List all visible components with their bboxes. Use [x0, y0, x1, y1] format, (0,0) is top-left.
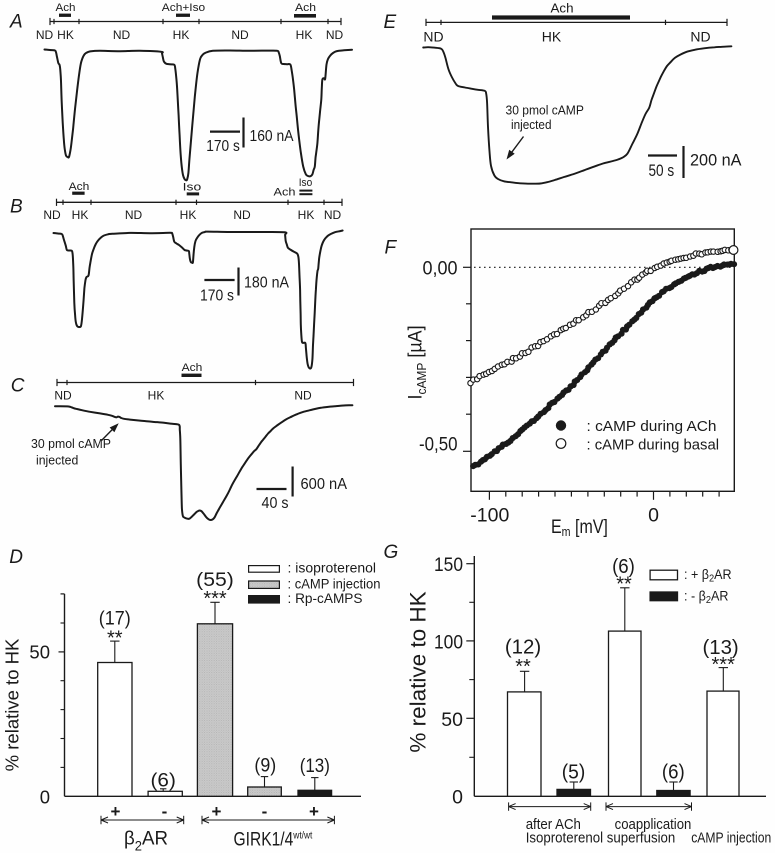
svg-text:HK: HK	[298, 208, 315, 222]
svg-text:ND: ND	[43, 208, 61, 222]
svg-text:HK: HK	[173, 28, 190, 42]
svg-text:ND: ND	[233, 208, 251, 222]
svg-text:β2AR: β2AR	[124, 828, 168, 853]
svg-text:ND: ND	[294, 389, 312, 403]
svg-text:HK: HK	[57, 28, 74, 42]
svg-text:(17): (17)	[99, 608, 131, 630]
svg-text:30 pmol cAMP: 30 pmol cAMP	[31, 436, 111, 451]
svg-text:0,00: 0,00	[423, 257, 458, 279]
svg-text:Em [mV]: Em [mV]	[551, 516, 608, 540]
svg-text:(13): (13)	[702, 636, 738, 659]
svg-text:: cAMP during ACh: : cAMP during ACh	[587, 418, 717, 435]
svg-text:(13): (13)	[300, 755, 330, 777]
svg-text:ND: ND	[36, 28, 54, 42]
svg-text:ND: ND	[125, 208, 143, 222]
svg-text:Iso: Iso	[183, 182, 202, 194]
svg-text:ND: ND	[324, 208, 342, 222]
svg-text:Ach: Ach	[551, 1, 574, 16]
svg-text:A: A	[9, 12, 23, 33]
svg-text:**: **	[107, 627, 123, 649]
svg-text:Ach: Ach	[69, 181, 90, 193]
svg-text:100: 100	[434, 631, 463, 653]
svg-text:D: D	[9, 547, 23, 568]
svg-text:170 s: 170 s	[200, 288, 234, 305]
svg-text:HK: HK	[542, 29, 562, 45]
svg-text:50: 50	[29, 642, 50, 663]
svg-text:0: 0	[648, 505, 659, 527]
svg-text:% relative to HK: % relative to HK	[2, 638, 23, 771]
svg-text:+: +	[111, 802, 121, 821]
svg-text:ND: ND	[690, 29, 710, 45]
svg-text:F: F	[385, 238, 398, 259]
svg-text:-100: -100	[470, 505, 509, 527]
svg-text:(6): (6)	[151, 769, 176, 791]
svg-text:HK: HK	[72, 208, 89, 222]
svg-text:+: +	[309, 802, 319, 821]
svg-text:(9): (9)	[254, 755, 276, 777]
svg-text:Ach: Ach	[182, 362, 203, 374]
svg-text:ND: ND	[231, 28, 249, 42]
svg-text:(6): (6)	[612, 555, 635, 578]
svg-text:HK: HK	[148, 389, 165, 403]
svg-text:**: **	[616, 574, 632, 596]
svg-text:180 nA: 180 nA	[244, 275, 290, 292]
svg-text:: + β2AR: : + β2AR	[684, 566, 732, 584]
svg-text:injected: injected	[36, 453, 78, 468]
svg-text:200 nA: 200 nA	[690, 151, 742, 170]
svg-text:C: C	[11, 376, 25, 397]
svg-text:Isoproterenol superfusion: Isoproterenol superfusion	[526, 829, 676, 846]
svg-text:: cAMP during basal: : cAMP during basal	[587, 437, 720, 454]
svg-text:% relative to HK: % relative to HK	[406, 591, 431, 752]
svg-text:ND: ND	[423, 29, 443, 45]
svg-text:-: -	[162, 802, 168, 821]
svg-text:600 nA: 600 nA	[301, 476, 348, 493]
svg-text:coapplication: coapplication	[615, 816, 692, 833]
svg-text:after ACh: after ACh	[526, 816, 581, 833]
svg-text:Ach+Iso: Ach+Iso	[162, 2, 205, 14]
svg-text:Iso: Iso	[299, 177, 313, 189]
svg-text:ND: ND	[113, 28, 131, 42]
svg-text:***: ***	[712, 654, 736, 676]
svg-text:Ach: Ach	[295, 2, 316, 14]
svg-text:G: G	[384, 542, 399, 563]
svg-text:(12): (12)	[505, 636, 541, 659]
svg-text:ND: ND	[54, 389, 72, 403]
svg-text:HK: HK	[180, 208, 197, 222]
svg-text:(5): (5)	[562, 761, 586, 784]
svg-text:+: +	[212, 802, 222, 821]
svg-text:**: **	[515, 656, 531, 678]
svg-text:: isoproterenol: : isoproterenol	[288, 560, 377, 576]
svg-text:E: E	[384, 12, 397, 33]
svg-text:injected: injected	[511, 117, 552, 132]
svg-text:40 s: 40 s	[262, 495, 289, 512]
svg-text:HK: HK	[296, 28, 313, 42]
svg-text:160 nA: 160 nA	[250, 128, 295, 145]
svg-text:-0,50: -0,50	[419, 434, 458, 456]
svg-text:170 s: 170 s	[206, 138, 240, 155]
svg-text:IcAMP [µA]: IcAMP [µA]	[404, 325, 429, 399]
svg-text:Ach: Ach	[56, 2, 76, 14]
svg-text:50: 50	[441, 709, 463, 731]
svg-text:: - β2AR: : - β2AR	[684, 588, 728, 606]
svg-text:(55): (55)	[196, 569, 234, 591]
svg-text:-: -	[262, 802, 268, 821]
svg-text:: Rp-cAMPS: : Rp-cAMPS	[288, 590, 363, 606]
svg-text:150: 150	[434, 554, 463, 576]
svg-text:***: ***	[203, 588, 227, 610]
svg-text:0: 0	[452, 786, 463, 808]
svg-text:: cAMP injection: : cAMP injection	[288, 575, 381, 591]
svg-text:50 s: 50 s	[649, 161, 675, 180]
svg-text:B: B	[10, 197, 23, 218]
svg-text:GIRK1/4wt/wt: GIRK1/4wt/wt	[234, 828, 313, 850]
svg-text:Ach: Ach	[274, 187, 296, 199]
svg-text:30 pmol cAMP: 30 pmol cAMP	[506, 103, 584, 118]
svg-text:cAMP injection: cAMP injection	[691, 829, 771, 846]
svg-text:0: 0	[40, 786, 50, 807]
svg-text:ND: ND	[326, 28, 344, 42]
svg-text:(6): (6)	[662, 761, 685, 784]
